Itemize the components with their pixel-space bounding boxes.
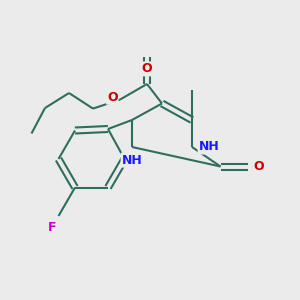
Text: F: F	[48, 221, 56, 234]
Text: O: O	[142, 62, 152, 75]
Text: O: O	[107, 91, 118, 104]
Text: O: O	[253, 160, 263, 173]
Text: NH: NH	[122, 154, 142, 166]
Text: NH: NH	[199, 140, 219, 154]
